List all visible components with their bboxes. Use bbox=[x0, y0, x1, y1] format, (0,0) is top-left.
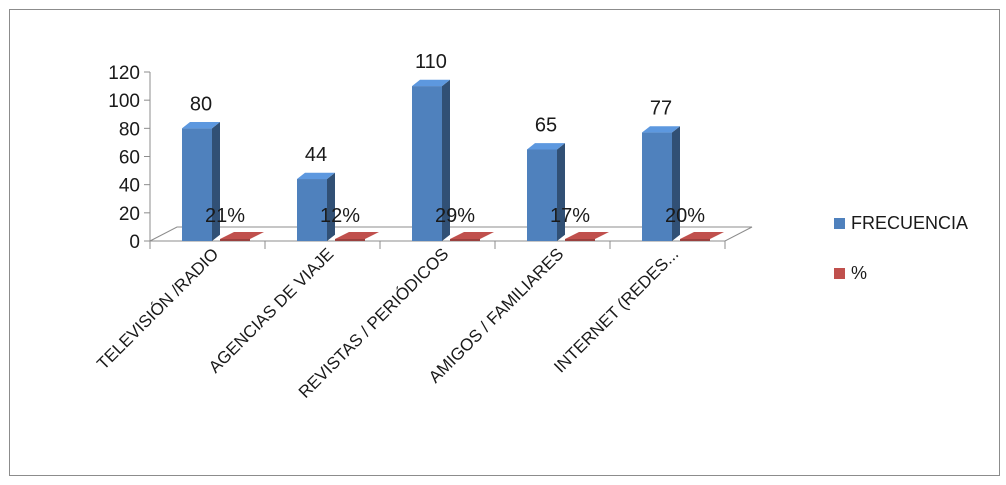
legend-swatch bbox=[834, 268, 845, 279]
data-label-percent: 21% bbox=[205, 205, 245, 227]
bar-percent-front bbox=[680, 239, 710, 241]
data-label-frecuencia: 110 bbox=[415, 51, 447, 73]
bar-frecuencia-side bbox=[672, 126, 680, 241]
data-label-percent: 12% bbox=[320, 205, 360, 227]
bar-percent bbox=[680, 232, 724, 239]
bar-frecuencia-side bbox=[327, 172, 335, 241]
bar-frecuencia-top bbox=[182, 122, 220, 129]
bar-frecuencia-side bbox=[557, 143, 565, 241]
data-label-frecuencia: 77 bbox=[650, 98, 672, 120]
bar-frecuencia-top bbox=[527, 143, 565, 150]
y-tick-label: 0 bbox=[129, 232, 140, 253]
data-label-frecuencia: 44 bbox=[305, 144, 327, 166]
bar-percent bbox=[220, 232, 264, 239]
y-tick-label: 20 bbox=[119, 204, 140, 225]
data-label-frecuencia: 65 bbox=[535, 114, 557, 136]
bar-percent bbox=[335, 232, 379, 239]
data-label-percent: 17% bbox=[550, 205, 590, 227]
bar-percent bbox=[565, 232, 609, 239]
bar-frecuencia-side bbox=[212, 122, 220, 241]
bar-percent bbox=[450, 232, 494, 239]
y-tick-label: 40 bbox=[119, 176, 140, 197]
bar-frecuencia-top bbox=[412, 79, 450, 87]
bar-frecuencia-front bbox=[412, 86, 442, 241]
y-tick-label: 80 bbox=[119, 119, 140, 140]
bar-frecuencia-front bbox=[527, 149, 557, 241]
bar-frecuencia-top bbox=[297, 172, 335, 180]
y-tick-label: 120 bbox=[108, 63, 140, 84]
bar-percent-front bbox=[220, 239, 250, 241]
legend-swatch bbox=[834, 218, 845, 229]
bar-percent-front bbox=[335, 239, 365, 241]
bar-frecuencia-front bbox=[642, 132, 672, 241]
y-tick-label: 100 bbox=[108, 91, 140, 112]
bar-frecuencia-front bbox=[297, 179, 327, 241]
bar-frecuencia-side bbox=[442, 79, 450, 242]
bar-frecuencia-top bbox=[642, 126, 680, 133]
bar-percent-front bbox=[450, 239, 480, 241]
data-label-percent: 20% bbox=[665, 205, 705, 227]
bar-frecuencia-front bbox=[182, 128, 212, 241]
y-tick-label: 60 bbox=[119, 148, 140, 169]
bar-percent-front bbox=[565, 239, 595, 241]
data-label-percent: 29% bbox=[435, 205, 475, 227]
data-label-frecuencia: 80 bbox=[190, 93, 212, 115]
legend-label: % bbox=[851, 263, 867, 283]
chart-border bbox=[9, 9, 1000, 476]
legend-label: FRECUENCIA bbox=[851, 213, 968, 233]
